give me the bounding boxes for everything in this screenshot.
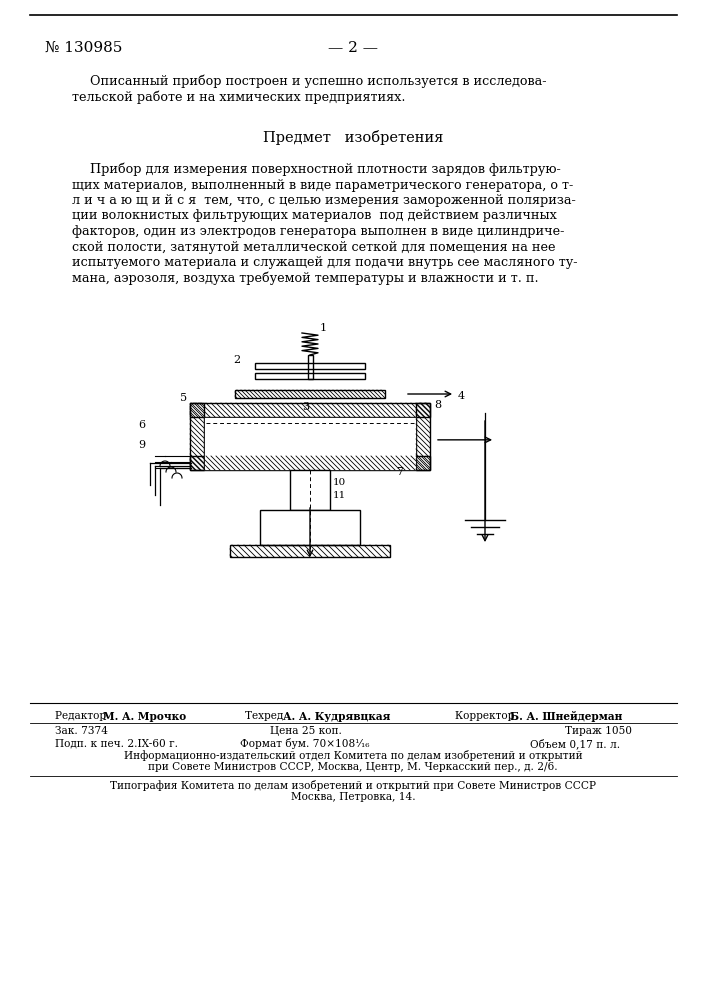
Text: 6: 6: [138, 420, 145, 430]
Bar: [290, 470, 330, 510]
Text: 2: 2: [233, 355, 240, 365]
Bar: [235, 390, 385, 398]
Text: 7: 7: [396, 467, 403, 477]
Text: ской полости, затянутой металлической сеткой для помещения на нее: ской полости, затянутой металлической се…: [72, 240, 556, 253]
Text: испытуемого материала и служащей для подачи внутрь сее масляного ту-: испытуемого материала и служащей для под…: [72, 256, 578, 269]
Text: А. А. Кудрявцкая: А. А. Кудрявцкая: [283, 711, 390, 722]
Text: Москва, Петровка, 14.: Москва, Петровка, 14.: [291, 792, 415, 802]
Text: Зак. 7374: Зак. 7374: [55, 726, 108, 736]
Text: щих материалов, выполненный в виде параметрического генератора, о т-: щих материалов, выполненный в виде парам…: [72, 178, 573, 192]
Text: Б. А. Шнейдерман: Б. А. Шнейдерман: [510, 711, 622, 722]
Bar: [230, 545, 390, 557]
Text: Редактор: Редактор: [55, 711, 110, 721]
Text: Тираж 1050: Тираж 1050: [565, 726, 632, 736]
Text: Техред: Техред: [245, 711, 286, 721]
Text: Цена 25 коп.: Цена 25 коп.: [270, 726, 342, 736]
Text: Прибор для измерения поверхностной плотности зарядов фильтрую-: Прибор для измерения поверхностной плотн…: [90, 163, 561, 176]
Text: мана, аэрозоля, воздуха требуемой температуры и влажности и т. п.: мана, аэрозоля, воздуха требуемой темпер…: [72, 271, 539, 285]
Text: тельской работе и на химических предприятиях.: тельской работе и на химических предприя…: [72, 91, 406, 104]
Text: 8: 8: [434, 400, 441, 410]
Text: Информационно-издательский отдел Комитета по делам изобретений и открытий: Информационно-издательский отдел Комитет…: [124, 750, 583, 761]
Text: 3: 3: [302, 402, 309, 412]
Text: М. А. Мрочко: М. А. Мрочко: [103, 711, 186, 722]
Bar: [416, 403, 430, 470]
Bar: [260, 510, 360, 545]
Text: 11: 11: [333, 491, 346, 500]
Bar: [255, 373, 365, 379]
Bar: [308, 355, 312, 379]
Text: № 130985: № 130985: [45, 41, 122, 55]
Bar: [255, 363, 365, 369]
Text: Описанный прибор построен и успешно используется в исследова-: Описанный прибор построен и успешно испо…: [90, 75, 547, 89]
Text: Объем 0,17 п. л.: Объем 0,17 п. л.: [530, 738, 620, 749]
Text: Подп. к печ. 2.IX-60 г.: Подп. к печ. 2.IX-60 г.: [55, 738, 178, 748]
Text: Формат бум. 70×108¹⁄₁₆: Формат бум. 70×108¹⁄₁₆: [240, 738, 370, 749]
Text: л и ч а ю щ и й с я  тем, что, с целью измерения замороженной поляриза-: л и ч а ю щ и й с я тем, что, с целью из…: [72, 194, 575, 207]
Text: 9: 9: [138, 440, 145, 450]
Text: 1: 1: [320, 323, 327, 333]
Bar: [190, 403, 430, 417]
Text: Предмет   изобретения: Предмет изобретения: [263, 130, 443, 145]
Text: ции волокнистых фильтрующих материалов  под действием различных: ции волокнистых фильтрующих материалов п…: [72, 210, 557, 223]
Bar: [190, 456, 430, 470]
Text: Корректор: Корректор: [455, 711, 518, 721]
Text: при Совете Министров СССР, Москва, Центр, М. Черкасский пер., д. 2/6.: при Совете Министров СССР, Москва, Центр…: [148, 762, 558, 772]
Text: Типография Комитета по делам изобретений и открытий при Совете Министров СССР: Типография Комитета по делам изобретений…: [110, 780, 596, 791]
Text: факторов, один из электродов генератора выполнен в виде цилиндриче-: факторов, один из электродов генератора …: [72, 225, 564, 238]
Text: 4: 4: [458, 391, 465, 401]
Text: 5: 5: [180, 393, 187, 403]
Bar: [204, 417, 416, 470]
Text: — 2 —: — 2 —: [328, 41, 378, 55]
Bar: [190, 403, 204, 470]
Text: 10: 10: [333, 478, 346, 487]
